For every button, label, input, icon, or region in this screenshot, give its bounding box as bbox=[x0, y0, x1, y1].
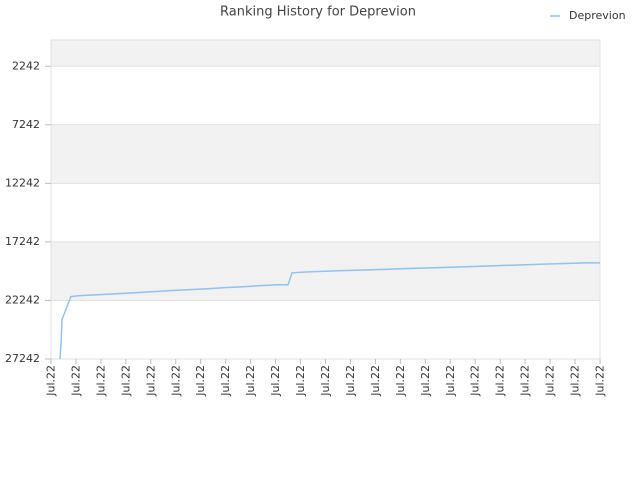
x-tick-label: Jul.22 bbox=[344, 365, 357, 397]
x-tick-label: Jul.22 bbox=[169, 365, 182, 397]
x-tick-label: Jul.22 bbox=[544, 365, 557, 397]
chart-title: Ranking History for Deprevion bbox=[220, 5, 416, 20]
x-tick-label: Jul.22 bbox=[444, 365, 457, 397]
grid-band bbox=[51, 40, 600, 67]
x-tick-label: Jul.22 bbox=[294, 365, 307, 397]
y-tick-label: 2242 bbox=[12, 59, 40, 72]
y-tick-label: 22242 bbox=[5, 293, 40, 306]
series-line bbox=[59, 262, 600, 360]
x-tick-label: Jul.22 bbox=[219, 365, 232, 397]
y-tick-label: 17242 bbox=[5, 235, 40, 248]
x-tick-label: Jul.22 bbox=[269, 365, 282, 397]
x-tick-label: Jul.22 bbox=[419, 365, 432, 397]
x-tick-label: Jul.22 bbox=[469, 365, 482, 397]
x-tick-label: Jul.22 bbox=[119, 365, 132, 397]
x-tick-label: Jul.22 bbox=[569, 365, 582, 397]
y-tick-label: 27242 bbox=[5, 352, 40, 365]
grid-band bbox=[51, 66, 600, 125]
x-tick-label: Jul.22 bbox=[144, 365, 157, 397]
x-tick-label: Jul.22 bbox=[244, 365, 257, 397]
x-tick-label: Jul.22 bbox=[369, 365, 382, 397]
y-tick-label: 12242 bbox=[5, 176, 40, 189]
y-tick-label: 7242 bbox=[12, 118, 40, 131]
grid-band bbox=[51, 124, 600, 184]
x-tick-label: Jul.22 bbox=[319, 365, 332, 397]
x-tick-label: Jul.22 bbox=[45, 365, 58, 397]
x-tick-label: Jul.22 bbox=[394, 365, 407, 397]
x-tick-label: Jul.22 bbox=[194, 365, 207, 397]
x-tick-label: Jul.22 bbox=[69, 365, 82, 397]
x-tick-label: Jul.22 bbox=[94, 365, 107, 397]
legend-label: Deprevion bbox=[569, 9, 626, 22]
grid-band bbox=[51, 183, 600, 242]
x-tick-label: Jul.22 bbox=[494, 365, 507, 397]
grid-band bbox=[51, 300, 600, 359]
x-tick-label: Jul.22 bbox=[594, 365, 607, 397]
x-tick-label: Jul.22 bbox=[519, 365, 532, 397]
